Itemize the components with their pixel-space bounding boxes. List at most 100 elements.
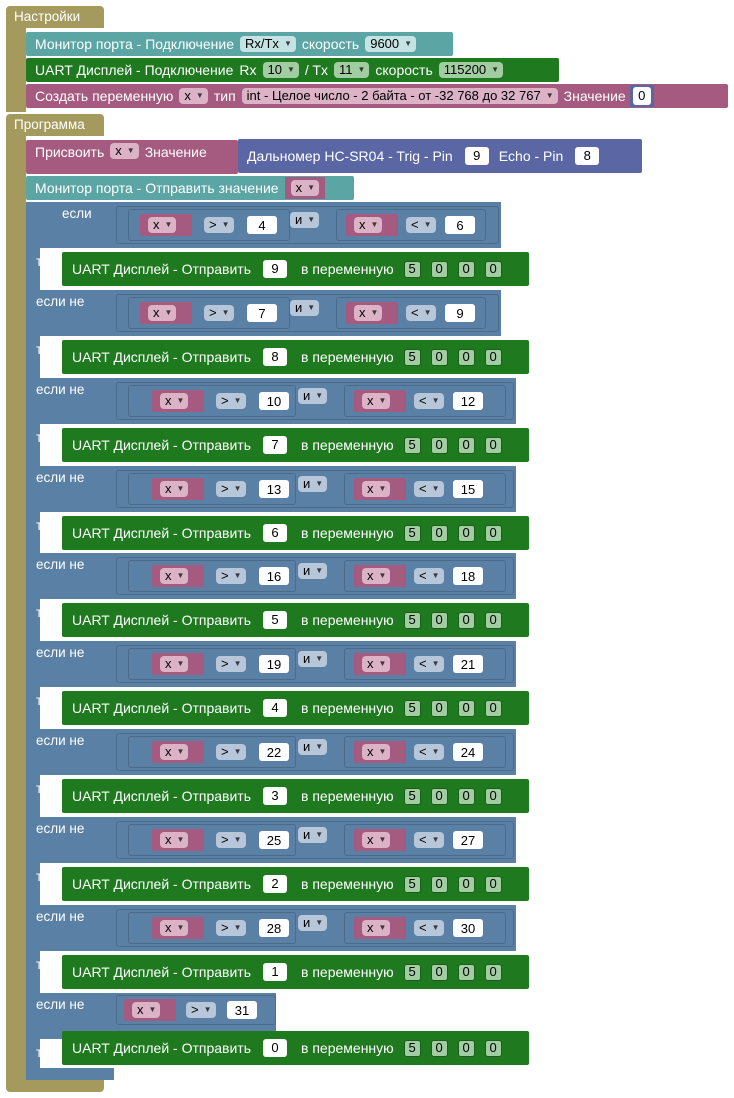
compare-right-var-dropdown[interactable]: x ▼ bbox=[362, 481, 391, 497]
compare-left-var-dropdown[interactable]: x ▼ bbox=[160, 920, 189, 936]
digit-field[interactable]: 0 bbox=[430, 524, 448, 542]
compare-left-op-block[interactable]: > ▼ bbox=[208, 478, 252, 500]
uart-speed-dropdown[interactable]: 115200 ▼ bbox=[438, 62, 504, 78]
digit-field[interactable]: 0 bbox=[457, 699, 475, 717]
compare-left-number-block[interactable]: 25 bbox=[256, 829, 289, 851]
compare-right-number-block[interactable]: 9 bbox=[442, 302, 475, 324]
digit-field[interactable]: 0 bbox=[430, 260, 448, 278]
compare-right-op-block[interactable]: < ▼ bbox=[406, 565, 450, 587]
compare-right-number-field[interactable]: 15 bbox=[453, 480, 483, 498]
digit-field[interactable]: 0 bbox=[484, 963, 502, 981]
compare-number-field[interactable]: 31 bbox=[227, 1001, 257, 1019]
digit-field[interactable]: 0 bbox=[430, 348, 448, 366]
compare-left-number-block[interactable]: 13 bbox=[256, 478, 289, 500]
compare-right-var-block[interactable]: x ▼ bbox=[354, 565, 406, 587]
compare-right-var-block[interactable]: x ▼ bbox=[354, 741, 406, 763]
compare-left-op-dropdown[interactable]: > ▼ bbox=[216, 568, 246, 584]
compare-right-number-field[interactable]: 9 bbox=[445, 304, 475, 322]
digit-field[interactable]: 0 bbox=[430, 787, 448, 805]
logic-and-dropdown[interactable]: и ▼ bbox=[298, 476, 328, 492]
digit-field[interactable]: 0 bbox=[484, 875, 502, 893]
compare-right-op-block[interactable]: < ▼ bbox=[406, 829, 450, 851]
compare-right-op-block[interactable]: < ▼ bbox=[406, 478, 450, 500]
compare-left-op-block[interactable]: > ▼ bbox=[208, 565, 252, 587]
digit-field[interactable]: 5 bbox=[403, 260, 421, 278]
initial-value-block[interactable]: 0 bbox=[629, 85, 654, 107]
compare-right-number-block[interactable]: 21 bbox=[450, 653, 483, 675]
create-variable-block[interactable]: Создать переменную x ▼ тип int - Целое чи… bbox=[26, 84, 728, 108]
assign-block[interactable]: Присвоить x ▼ Значение bbox=[26, 140, 238, 174]
compare-left-op-block[interactable]: > ▼ bbox=[208, 390, 252, 412]
compare-right-number-block[interactable]: 15 bbox=[450, 478, 483, 500]
compare-right-op-block[interactable]: < ▼ bbox=[398, 302, 442, 324]
digit-field[interactable]: 0 bbox=[430, 436, 448, 454]
compare-var-block[interactable]: x ▼ bbox=[124, 999, 176, 1021]
digit-field[interactable]: 5 bbox=[403, 963, 421, 981]
compare-right-op-dropdown[interactable]: < ▼ bbox=[414, 568, 444, 584]
uart-send-block[interactable]: UART Дисплей - Отправить 9 в переменную 5 0 0… bbox=[62, 252, 529, 286]
compare-left-op-dropdown[interactable]: > ▼ bbox=[204, 305, 234, 321]
logic-and-dropdown[interactable]: и ▼ bbox=[298, 651, 328, 667]
compare-left-number-block[interactable]: 22 bbox=[256, 741, 289, 763]
program-hat[interactable]: Программа bbox=[6, 114, 104, 136]
compare-left-var-block[interactable]: x ▼ bbox=[152, 390, 204, 412]
compare-right-var-dropdown[interactable]: x ▼ bbox=[362, 744, 391, 760]
digit-field[interactable]: 0 bbox=[457, 260, 475, 278]
send-value-field[interactable]: 5 bbox=[263, 611, 288, 629]
uart-send-block[interactable]: UART Дисплей - Отправить 8 в переменную 5 0 0… bbox=[62, 340, 529, 374]
monitor-send-var-block[interactable]: x ▼ bbox=[284, 177, 325, 199]
digit-field[interactable]: 5 bbox=[403, 1039, 421, 1057]
compare-right-number-field[interactable]: 12 bbox=[453, 392, 483, 410]
compare-right-number-field[interactable]: 24 bbox=[453, 743, 483, 761]
compare-left-var-block[interactable]: x ▼ bbox=[152, 741, 204, 763]
compare-right-number-field[interactable]: 27 bbox=[453, 831, 483, 849]
compare-left-number-block[interactable]: 28 bbox=[256, 917, 289, 939]
compare-left-op-block[interactable]: > ▼ bbox=[208, 829, 252, 851]
compare-right-var-block[interactable]: x ▼ bbox=[354, 917, 406, 939]
compare-left-op-dropdown[interactable]: > ▼ bbox=[204, 217, 234, 233]
compare-right-var-dropdown[interactable]: x ▼ bbox=[362, 832, 391, 848]
uart-send-block[interactable]: UART Дисплей - Отправить 2 в переменную 5 0 0… bbox=[62, 867, 529, 901]
digit-field[interactable]: 0 bbox=[430, 875, 448, 893]
compare-right-number-field[interactable]: 21 bbox=[453, 655, 483, 673]
compare-left-var-dropdown[interactable]: x ▼ bbox=[160, 481, 189, 497]
digit-field[interactable]: 5 bbox=[403, 611, 421, 629]
compare-left-op-block[interactable]: > ▼ bbox=[208, 741, 252, 763]
send-value-field[interactable]: 4 bbox=[263, 699, 288, 717]
digit-field[interactable]: 5 bbox=[403, 524, 421, 542]
digit-field[interactable]: 5 bbox=[403, 436, 421, 454]
uart-display-connect-block[interactable]: UART Дисплей - Подключение Rx 10 ▼ / Tx 1… bbox=[26, 58, 559, 82]
compare-left-op-block[interactable]: > ▼ bbox=[196, 302, 240, 324]
trig-pin-field[interactable]: 9 bbox=[464, 147, 489, 165]
compare-right-var-block[interactable]: x ▼ bbox=[346, 302, 398, 324]
compare-left-number-field[interactable]: 13 bbox=[259, 480, 289, 498]
compare-op-block[interactable]: > ▼ bbox=[178, 999, 222, 1021]
compare-right-var-dropdown[interactable]: x ▼ bbox=[362, 920, 391, 936]
compare-right-var-dropdown[interactable]: x ▼ bbox=[362, 568, 391, 584]
compare-left-var-block[interactable]: x ▼ bbox=[140, 214, 192, 236]
digit-field[interactable]: 0 bbox=[484, 699, 502, 717]
digit-field[interactable]: 0 bbox=[457, 348, 475, 366]
compare-right-op-dropdown[interactable]: < ▼ bbox=[414, 832, 444, 848]
compare-right-number-block[interactable]: 18 bbox=[450, 565, 483, 587]
compare-left-number-field[interactable]: 22 bbox=[259, 743, 289, 761]
compare-right-op-block[interactable]: < ▼ bbox=[406, 741, 450, 763]
assign-variable-dropdown[interactable]: x ▼ bbox=[110, 143, 139, 159]
compare-right-op-block[interactable]: < ▼ bbox=[398, 214, 442, 236]
compare-op-dropdown[interactable]: > ▼ bbox=[186, 1002, 216, 1018]
uart-send-block[interactable]: UART Дисплей - Отправить 7 в переменную 5 0 0… bbox=[62, 428, 529, 462]
ultrasonic-sensor-block[interactable]: Дальномер HC-SR04 - Trig - Pin 9 Echo - … bbox=[238, 139, 642, 173]
send-value-field[interactable]: 9 bbox=[263, 260, 288, 278]
compare-left-var-dropdown[interactable]: x ▼ bbox=[160, 393, 189, 409]
send-value-field[interactable]: 8 bbox=[263, 348, 288, 366]
compare-right-number-block[interactable]: 6 bbox=[442, 214, 475, 236]
digit-field[interactable]: 0 bbox=[457, 787, 475, 805]
compare-left-number-block[interactable]: 19 bbox=[256, 653, 289, 675]
port-mode-dropdown[interactable]: Rx/Tx ▼ bbox=[239, 36, 296, 52]
send-value-field[interactable]: 7 bbox=[263, 436, 288, 454]
uart-send-block[interactable]: UART Дисплей - Отправить 0 в переменную 5 0 0… bbox=[62, 1031, 529, 1065]
compare-right-op-dropdown[interactable]: < ▼ bbox=[414, 481, 444, 497]
compare-right-op-block[interactable]: < ▼ bbox=[406, 653, 450, 675]
compare-left-op-dropdown[interactable]: > ▼ bbox=[216, 656, 246, 672]
settings-hat[interactable]: Настройки bbox=[6, 6, 104, 28]
